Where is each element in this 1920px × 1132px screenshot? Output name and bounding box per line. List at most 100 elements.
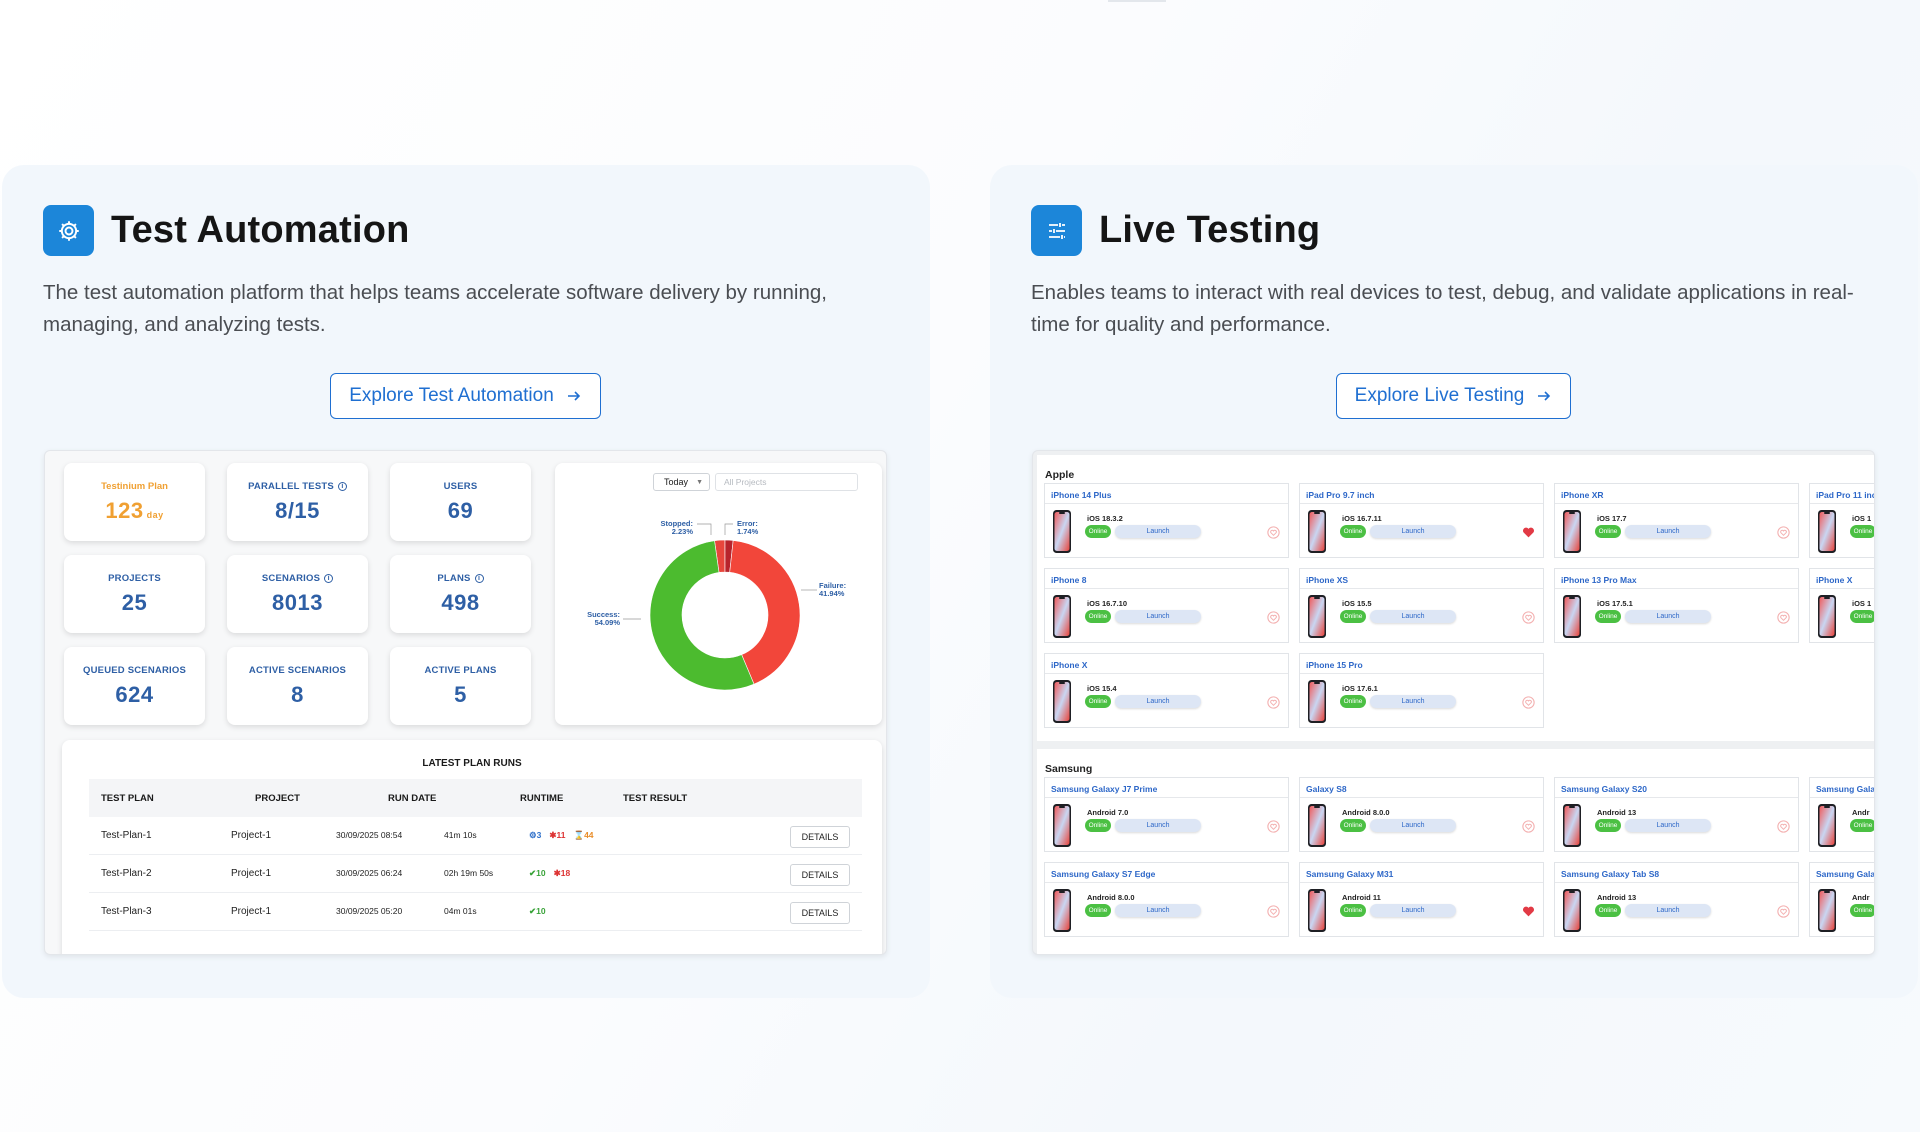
launch-button[interactable]: Launch — [1370, 695, 1456, 708]
launch-button[interactable]: Launch — [1370, 525, 1456, 538]
online-badge: Online — [1085, 819, 1111, 832]
card-divider — [1810, 503, 1874, 504]
online-badge: Online — [1595, 904, 1621, 917]
device-name[interactable]: Samsung Galax — [1816, 784, 1875, 794]
heart-outline-icon[interactable] — [1267, 905, 1280, 918]
heart-outline-icon[interactable] — [1522, 696, 1535, 709]
date-filter-select[interactable]: Today ▼ — [653, 473, 710, 491]
phone-image — [1562, 803, 1582, 848]
heart-outline-icon[interactable] — [1267, 820, 1280, 833]
device-name[interactable]: Samsung Galax — [1816, 869, 1875, 879]
result-count: 10 — [536, 906, 546, 916]
launch-button[interactable]: Launch — [1625, 525, 1711, 538]
device-name[interactable]: Samsung Galaxy Tab S8 — [1561, 869, 1660, 879]
launch-button[interactable]: Launch — [1115, 904, 1201, 917]
stat-card: SCENARIOS i 8013 — [227, 555, 368, 633]
stat-card: ACTIVE PLANS 5 — [390, 647, 531, 725]
launch-button[interactable]: Launch — [1625, 819, 1711, 832]
heart-outline-icon[interactable] — [1267, 526, 1280, 539]
online-badge: Online — [1340, 525, 1366, 538]
stat-value-text: 8013 — [272, 590, 323, 615]
launch-button[interactable]: Launch — [1370, 904, 1456, 917]
device-name[interactable]: Samsung Galaxy S20 — [1561, 784, 1647, 794]
stat-label-text: USERS — [443, 481, 478, 492]
device-name[interactable]: iPad Pro 9.7 inch — [1306, 490, 1375, 500]
device-name[interactable]: iPhone XR — [1561, 490, 1604, 500]
stat-label: PLANS i — [390, 573, 531, 584]
launch-button[interactable]: Launch — [1370, 819, 1456, 832]
heart-outline-icon[interactable] — [1777, 905, 1790, 918]
group-name: Samsung — [1045, 763, 1093, 775]
heart-filled-icon[interactable] — [1522, 905, 1535, 918]
device-name[interactable]: iPad Pro 11 inch — [1816, 490, 1874, 500]
launch-button[interactable]: Launch — [1115, 610, 1201, 623]
table-row: Test-Plan-3 Project-1 30/09/2025 05:20 04m … — [89, 893, 862, 931]
heart-filled-icon[interactable] — [1522, 526, 1535, 539]
result-bug: ✱18 — [554, 868, 571, 878]
heart-outline-icon[interactable] — [1522, 611, 1535, 624]
result-count: 11 — [556, 830, 566, 840]
stat-card: ACTIVE SCENARIOS 8 — [227, 647, 368, 725]
heart-outline-icon[interactable] — [1777, 526, 1790, 539]
launch-button[interactable]: Launch — [1115, 525, 1201, 538]
os-version: Andr — [1852, 808, 1870, 817]
os-version: Android 8.0.0 — [1342, 808, 1390, 817]
os-version: Android 13 — [1597, 893, 1637, 902]
online-badge: Online — [1340, 819, 1366, 832]
explore-live-testing-button[interactable]: Explore Live Testing — [1336, 373, 1571, 419]
card-divider — [1555, 503, 1798, 504]
info-icon: i — [324, 574, 334, 583]
explore-test-automation-button[interactable]: Explore Test Automation — [330, 373, 601, 419]
card-divider — [1045, 503, 1288, 504]
phone-image — [1562, 594, 1582, 639]
launch-button[interactable]: Launch — [1370, 610, 1456, 623]
details-button[interactable]: DETAILS — [790, 826, 850, 848]
launch-button[interactable]: Launch — [1625, 904, 1711, 917]
os-version: iOS 17.7 — [1597, 514, 1627, 523]
heart-outline-icon[interactable] — [1267, 611, 1280, 624]
latest-plan-runs-table: LATEST PLAN RUNS TEST PLAN PROJECT RUN D… — [62, 740, 882, 954]
device-list-screenshot: Apple iPhone 14 Plus iOS 18.3.2 Online Laun… — [1032, 450, 1875, 955]
device-name[interactable]: Samsung Galaxy S7 Edge — [1051, 869, 1156, 879]
phone-image — [1817, 509, 1837, 554]
phone-image — [1052, 679, 1072, 724]
stat-value: 624 — [64, 682, 205, 708]
stat-card: PARALLEL TESTS i 8/15 — [227, 463, 368, 541]
device-name[interactable]: Samsung Galaxy J7 Prime — [1051, 784, 1158, 794]
device-name[interactable]: iPhone 15 Pro — [1306, 660, 1363, 670]
card-divider — [1300, 797, 1543, 798]
project-filter-input[interactable]: All Projects — [715, 473, 858, 491]
heart-outline-icon[interactable] — [1777, 820, 1790, 833]
stat-unit: day — [146, 510, 164, 520]
device-name[interactable]: iPhone 13 Pro Max — [1561, 575, 1637, 585]
os-version: iOS 16.7.10 — [1087, 599, 1128, 608]
arrow-right-icon — [1538, 391, 1551, 401]
device-name[interactable]: Samsung Galaxy M31 — [1306, 869, 1394, 879]
launch-button[interactable]: Launch — [1625, 610, 1711, 623]
device-name[interactable]: iPhone XS — [1306, 575, 1349, 585]
os-version: iOS 17.5.1 — [1597, 599, 1633, 608]
panel-title: Live Testing — [1099, 209, 1321, 251]
device-name[interactable]: iPhone X — [1051, 660, 1088, 670]
cell-test-result: ⚙3 ✱11 ⌛44 — [529, 830, 602, 841]
launch-button[interactable]: Launch — [1115, 819, 1201, 832]
heart-outline-icon[interactable] — [1267, 696, 1280, 709]
stat-label-text: SCENARIOS — [261, 573, 321, 584]
online-badge: Online — [1340, 904, 1366, 917]
device-name[interactable]: iPhone X — [1816, 575, 1853, 585]
online-badge: Online — [1850, 610, 1874, 623]
device-name[interactable]: iPhone 8 — [1051, 575, 1087, 585]
heart-outline-icon[interactable] — [1522, 820, 1535, 833]
os-version: iOS 1 — [1852, 599, 1872, 608]
stat-value: 25 — [64, 590, 205, 616]
launch-button[interactable]: Launch — [1115, 695, 1201, 708]
details-button[interactable]: DETAILS — [790, 902, 850, 924]
result-count: 18 — [560, 868, 571, 878]
date-filter-value: Today — [664, 477, 689, 487]
heart-outline-icon[interactable] — [1777, 611, 1790, 624]
device-name[interactable]: Galaxy S8 — [1306, 784, 1347, 794]
dashboard-screenshot: Testinium Plan 123 day PARALLEL TESTS i 8/15 U… — [44, 450, 887, 955]
card-divider — [1555, 588, 1798, 589]
device-name[interactable]: iPhone 14 Plus — [1051, 490, 1112, 500]
details-button[interactable]: DETAILS — [790, 864, 850, 886]
